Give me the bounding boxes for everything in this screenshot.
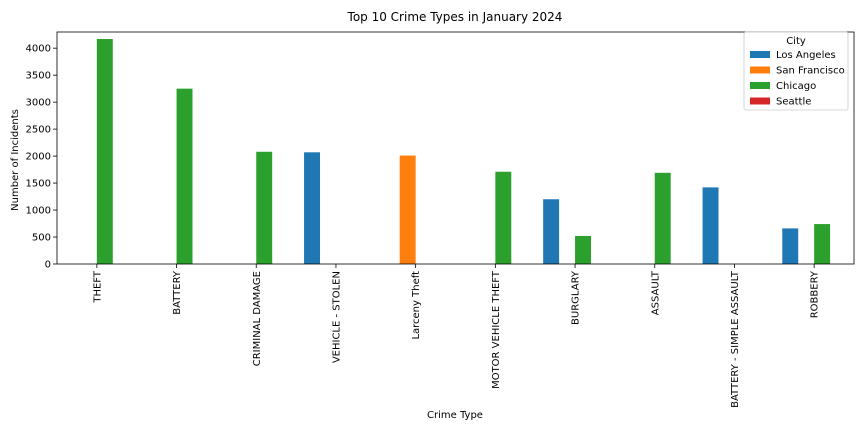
x-tick-label: ROBBERY	[810, 270, 821, 318]
legend-label: Chicago	[776, 81, 816, 92]
y-tick-label: 500	[32, 233, 51, 244]
y-tick-label: 1000	[26, 206, 51, 217]
y-tick-label: 3500	[26, 71, 51, 82]
y-tick-label: 2000	[26, 152, 51, 163]
chart-title: Top 10 Crime Types in January 2024	[347, 10, 563, 24]
y-axis: 0 500 1000 1500 2000 2500 3000 3500 4000	[26, 44, 57, 271]
legend-swatch	[750, 51, 770, 58]
x-tick-label: ASSAULT	[650, 270, 661, 315]
x-tick-label: Larceny Theft	[411, 271, 422, 340]
y-tick-label: 2500	[26, 125, 51, 136]
y-tick-label: 0	[45, 260, 51, 271]
legend-title: City	[786, 36, 806, 47]
legend: City Los Angeles San Francisco Chicago Seatt…	[743, 31, 849, 111]
x-tick-label: BURGLARY	[571, 270, 582, 325]
bar	[96, 39, 113, 265]
legend-swatch	[750, 97, 770, 105]
bar	[575, 235, 591, 264]
x-axis-label: Crime Type	[427, 410, 483, 421]
x-tick-label: THEFT	[92, 270, 103, 304]
x-tick-label: VEHICLE - STOLEN	[331, 271, 342, 363]
bar	[654, 172, 671, 264]
bar	[702, 187, 719, 264]
bar	[782, 228, 799, 264]
y-tick-label: 4000	[26, 44, 51, 55]
bar	[176, 88, 193, 265]
bars-layer	[96, 39, 831, 265]
y-tick-label: 1500	[26, 179, 51, 190]
legend-label: San Francisco	[776, 66, 845, 77]
legend-swatch	[750, 66, 770, 74]
plot-frame	[56, 31, 855, 265]
bar	[543, 199, 560, 264]
bar	[399, 155, 416, 264]
x-tick-label: MOTOR VEHICLE THEFT	[491, 270, 502, 389]
bar	[256, 151, 273, 264]
x-tick-label: CRIMINAL DAMAGE	[252, 271, 263, 366]
legend-swatch	[750, 82, 770, 89]
x-axis: THEFT BATTERY CRIMINAL DAMAGE VEHICLE - STO…	[92, 264, 821, 408]
bar	[304, 152, 321, 264]
legend-label: Seattle	[776, 97, 811, 108]
bar	[814, 224, 831, 264]
y-axis-label: Number of Incidents	[10, 109, 21, 211]
legend-label: Los Angeles	[776, 50, 836, 61]
x-tick-label: BATTERY - SIMPLE ASSAULT	[730, 270, 741, 408]
y-tick-label: 3000	[26, 98, 51, 109]
x-tick-label: BATTERY	[172, 270, 183, 315]
bar	[495, 171, 512, 264]
